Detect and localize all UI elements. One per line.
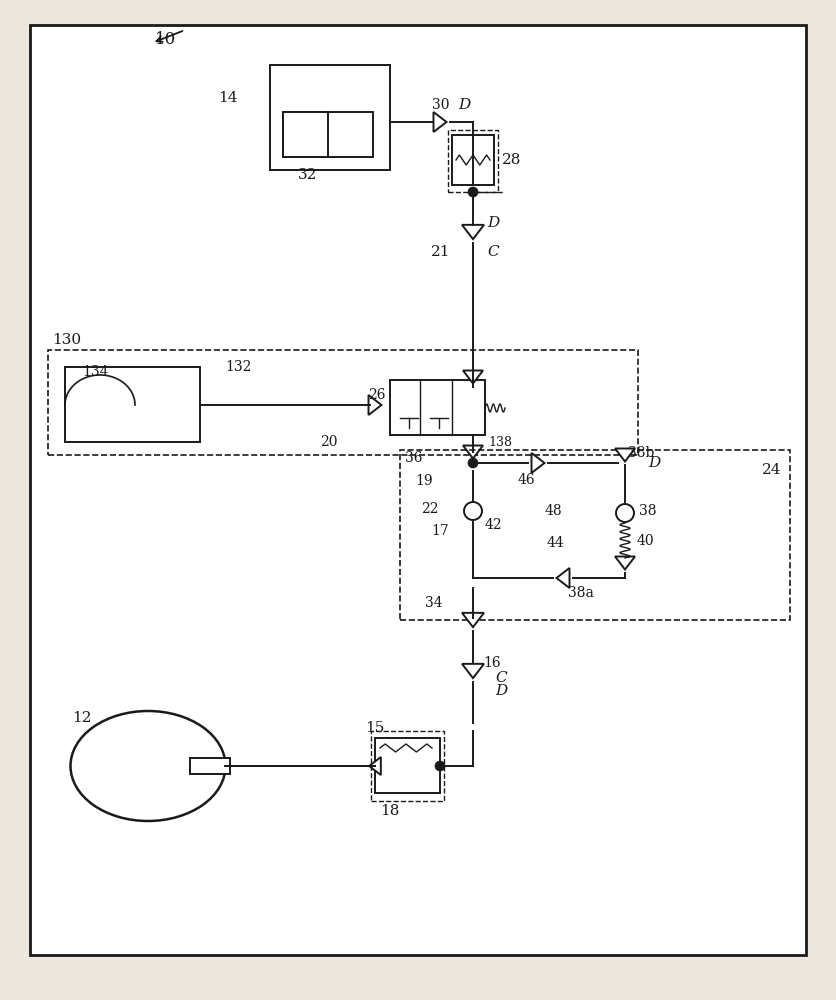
Text: C: C (487, 245, 498, 259)
Polygon shape (463, 446, 483, 458)
Ellipse shape (70, 711, 226, 821)
Text: 15: 15 (365, 721, 385, 735)
Polygon shape (462, 613, 484, 627)
Bar (452, 135, 494, 185)
Text: 46: 46 (518, 473, 536, 487)
Bar (448, 130, 498, 192)
Text: 30: 30 (432, 98, 450, 112)
Text: 44: 44 (547, 536, 565, 550)
Polygon shape (532, 453, 544, 473)
Bar (390, 380, 485, 435)
Text: 38a: 38a (568, 586, 594, 600)
Text: 48: 48 (545, 504, 563, 518)
Polygon shape (434, 112, 446, 132)
Text: 134: 134 (82, 365, 109, 379)
Text: D: D (495, 684, 507, 698)
Text: 38: 38 (639, 504, 656, 518)
Text: 132: 132 (225, 360, 252, 374)
Bar (65, 367, 200, 442)
Text: 40: 40 (637, 534, 655, 548)
Bar (48, 350, 638, 455)
Bar (375, 738, 440, 793)
Text: 42: 42 (485, 518, 502, 532)
Text: 138: 138 (488, 436, 512, 448)
Text: 12: 12 (72, 711, 91, 725)
Polygon shape (615, 556, 635, 570)
Bar (190, 758, 230, 774)
Polygon shape (463, 370, 483, 383)
Circle shape (468, 458, 478, 468)
Bar (371, 731, 444, 801)
Polygon shape (462, 225, 484, 239)
Circle shape (435, 761, 445, 771)
Bar (283, 112, 328, 157)
Text: 38b: 38b (628, 446, 655, 460)
Text: 34: 34 (425, 596, 442, 610)
Text: D: D (487, 216, 499, 230)
Text: 18: 18 (380, 804, 400, 818)
Polygon shape (557, 568, 569, 588)
Text: 36: 36 (405, 451, 422, 465)
Polygon shape (462, 664, 484, 678)
Text: 17: 17 (431, 524, 449, 538)
Text: 130: 130 (52, 333, 81, 347)
Circle shape (616, 504, 634, 522)
Text: 21: 21 (431, 245, 451, 259)
Text: 16: 16 (483, 656, 501, 670)
Text: 22: 22 (421, 502, 439, 516)
Text: 32: 32 (298, 168, 318, 182)
Polygon shape (615, 448, 635, 462)
Text: 14: 14 (218, 91, 237, 105)
Text: 19: 19 (415, 474, 432, 488)
Text: 24: 24 (762, 463, 782, 477)
Bar (270, 65, 390, 170)
Text: D: D (458, 98, 470, 112)
Polygon shape (370, 757, 381, 775)
Text: 20: 20 (320, 435, 338, 449)
Circle shape (468, 187, 478, 197)
Text: D: D (648, 456, 660, 470)
Bar (283, 112, 373, 157)
Text: 10: 10 (155, 31, 176, 48)
Text: C: C (495, 671, 507, 685)
Polygon shape (369, 395, 381, 415)
Text: 28: 28 (502, 153, 522, 167)
Text: 26: 26 (368, 388, 385, 402)
Bar (400, 450, 790, 620)
Circle shape (464, 502, 482, 520)
